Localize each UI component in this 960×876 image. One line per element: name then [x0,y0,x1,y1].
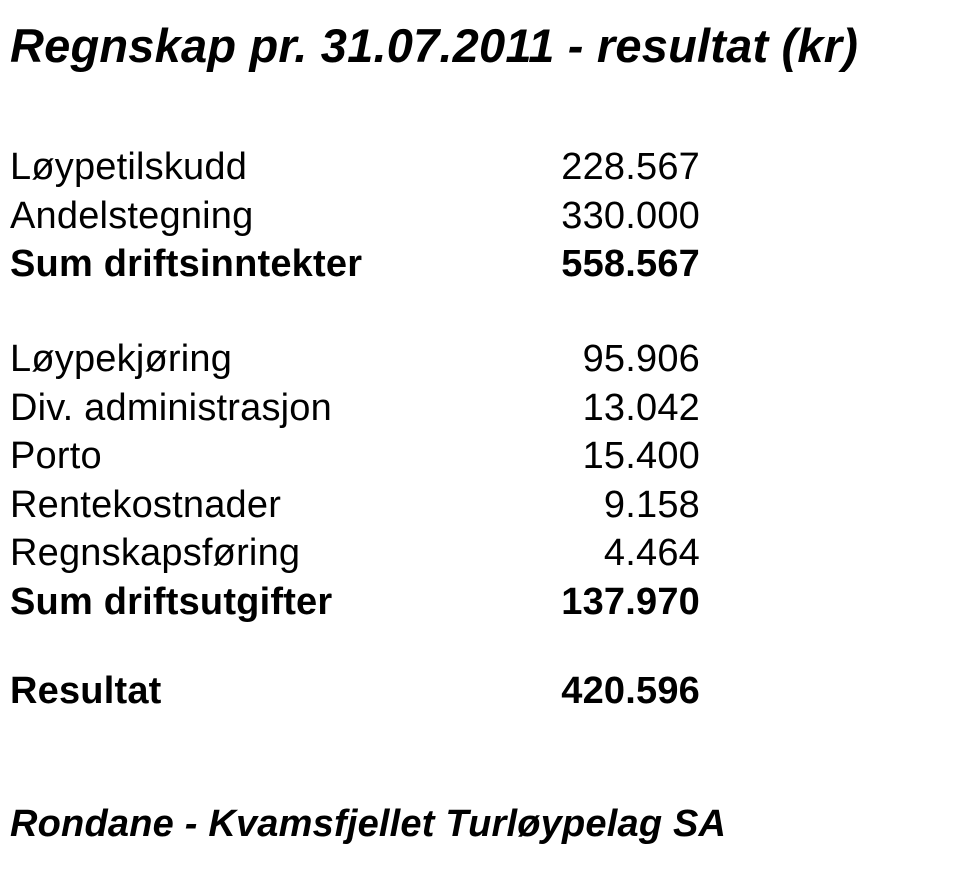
footer-text: Rondane - Kvamsfjellet Turløypelag SA [10,803,726,846]
expenses-section: Løypekjøring 95.906 Div. administrasjon … [10,335,700,627]
table-row: Løypekjøring 95.906 [10,335,700,384]
table-row: Sum driftsinntekter 558.567 [10,240,700,289]
page-title: Regnskap pr. 31.07.2011 - resultat (kr) [10,18,950,73]
row-value: 558.567 [520,240,700,289]
page: Regnskap pr. 31.07.2011 - resultat (kr) … [0,0,960,876]
table-row: Sum driftsutgifter 137.970 [10,578,700,627]
row-label: Regnskapsføring [10,529,300,578]
row-label: Div. administrasjon [10,384,332,433]
row-value: 4.464 [520,529,700,578]
table-row: Løypetilskudd 228.567 [10,143,700,192]
row-value: 15.400 [520,432,700,481]
spacer [10,627,950,667]
result-row: Resultat 420.596 [10,667,700,716]
row-value: 330.000 [520,192,700,241]
row-label: Porto [10,432,102,481]
row-label: Løypekjøring [10,335,232,384]
row-label: Rentekostnader [10,481,281,530]
result-section: Resultat 420.596 [10,667,700,716]
row-value: 13.042 [520,384,700,433]
spacer [10,289,950,335]
table-row: Regnskapsføring 4.464 [10,529,700,578]
row-label: Sum driftsutgifter [10,578,332,627]
table-row: Rentekostnader 9.158 [10,481,700,530]
table-row: Div. administrasjon 13.042 [10,384,700,433]
row-value: 95.906 [520,335,700,384]
table-row: Porto 15.400 [10,432,700,481]
row-value: 9.158 [520,481,700,530]
income-section: Løypetilskudd 228.567 Andelstegning 330.… [10,143,700,289]
row-value: 228.567 [520,143,700,192]
row-label: Løypetilskudd [10,143,247,192]
row-label: Sum driftsinntekter [10,240,362,289]
row-value: 420.596 [520,667,700,716]
row-label: Andelstegning [10,192,253,241]
row-label: Resultat [10,667,162,716]
row-value: 137.970 [520,578,700,627]
table-row: Andelstegning 330.000 [10,192,700,241]
